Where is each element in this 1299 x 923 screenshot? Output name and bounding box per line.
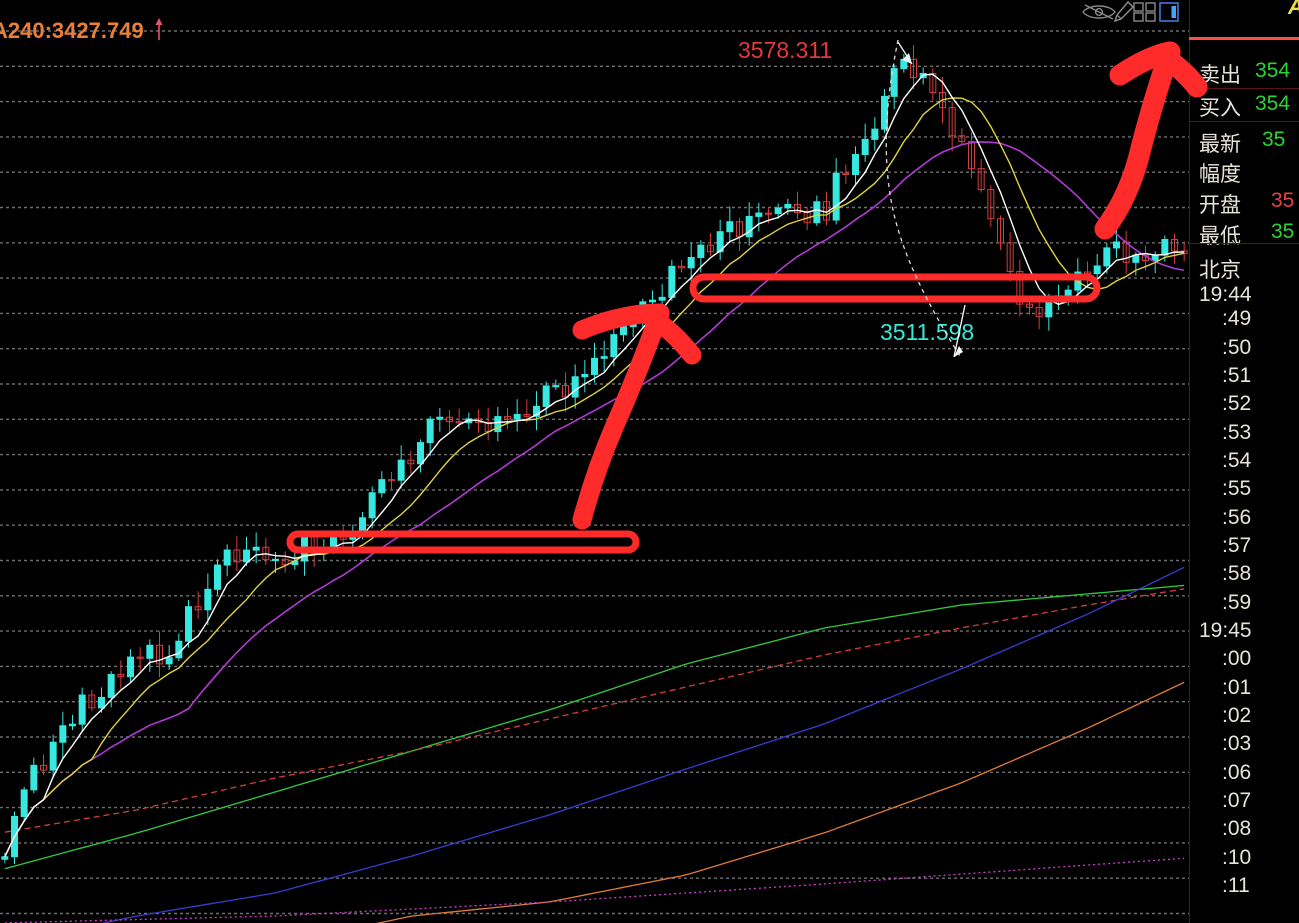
- svg-text:3578.311: 3578.311: [738, 37, 832, 63]
- svg-text:3511.598: 3511.598: [880, 319, 974, 345]
